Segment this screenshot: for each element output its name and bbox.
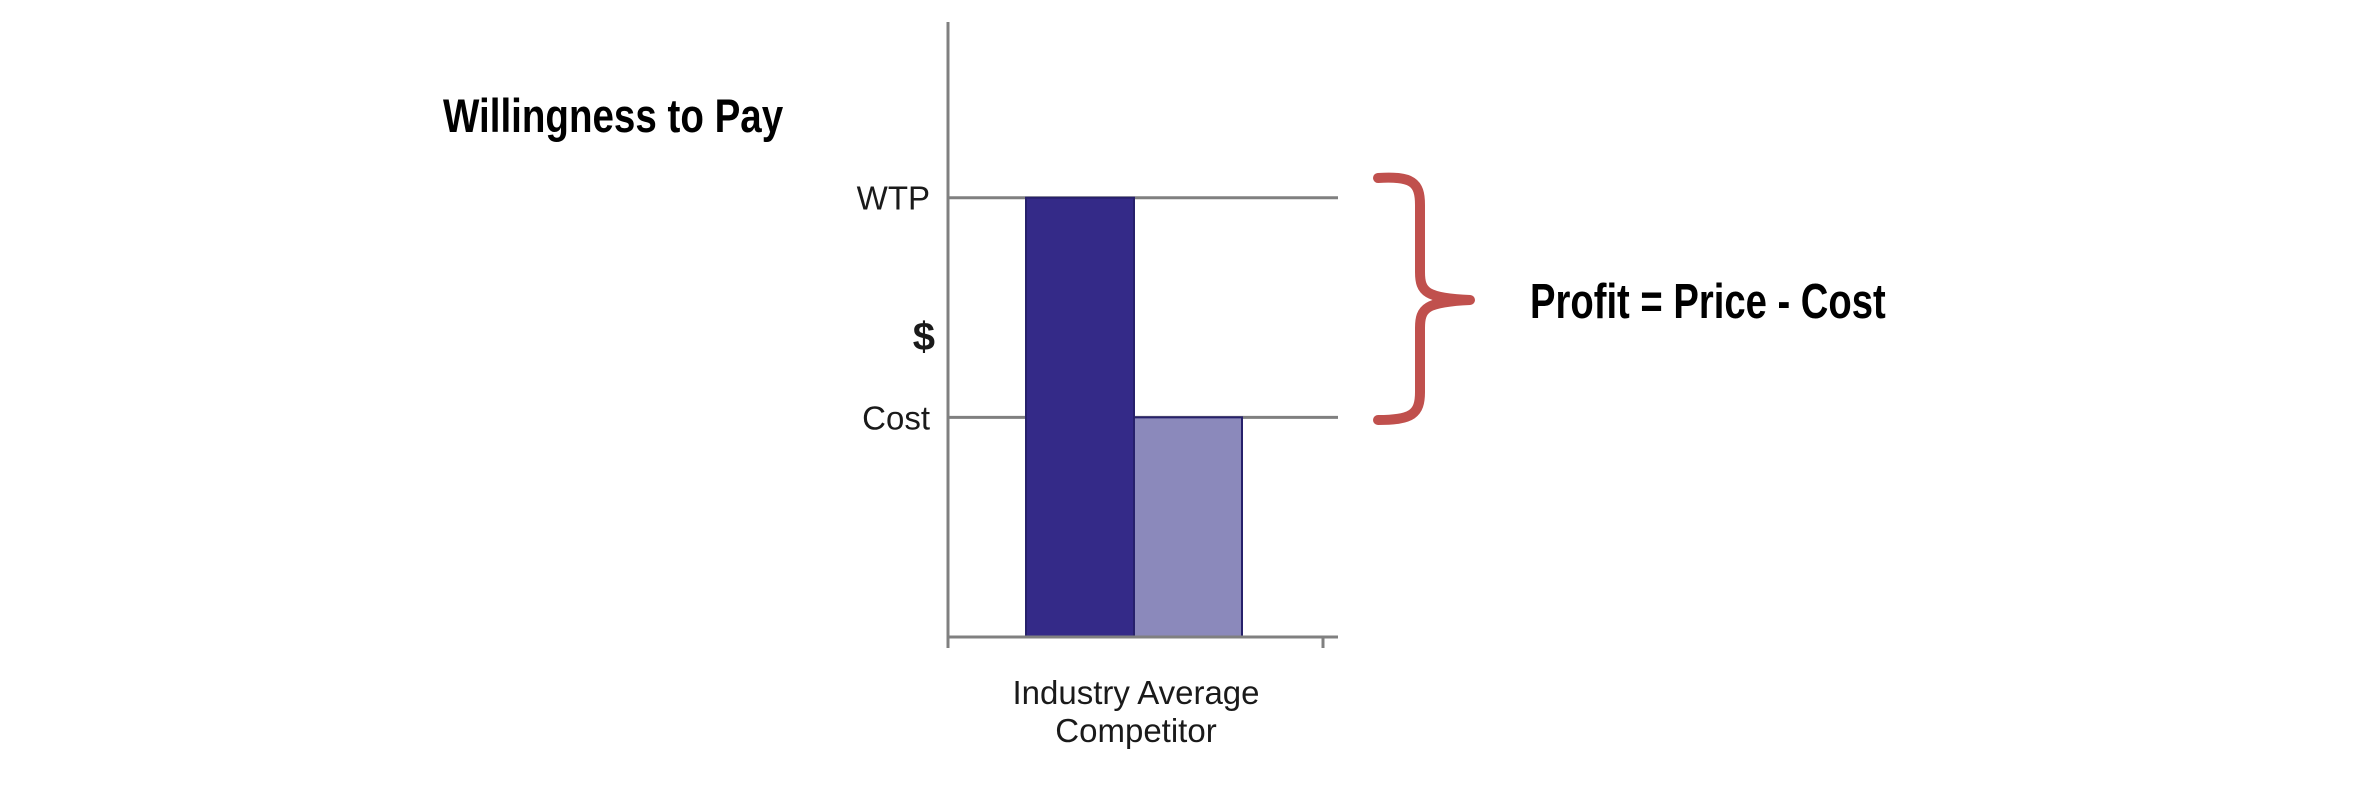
page-heading: Willingness to Pay [443,89,784,142]
ytick-label-cost: Cost [862,399,930,436]
bar-cost [1133,416,1243,638]
bar-wtp [1025,196,1135,638]
y-axis-label: $ [913,315,935,359]
curly-brace [1373,172,1475,425]
profit-formula: Profit = Price - Cost [1530,275,1886,329]
x-category-label-line2: Competitor [1055,712,1216,749]
x-category-label-line1: Industry Average [1012,674,1259,711]
ytick-label-wtp: WTP [857,180,930,217]
